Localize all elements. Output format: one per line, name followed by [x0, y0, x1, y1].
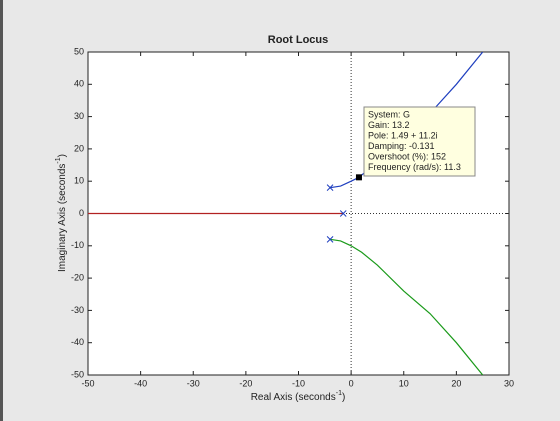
x-tick-label: -20: [239, 378, 252, 388]
chart-title: Root Locus: [268, 34, 329, 46]
datatip-box: [363, 106, 476, 177]
y-label-sup: -1: [55, 157, 62, 163]
x-axis-label: Real Axis (seconds-1): [251, 390, 346, 403]
datatip-text: Gain: 13.2: [368, 120, 410, 130]
y-tick-label: 40: [74, 79, 84, 89]
y-tick-label: -20: [71, 272, 84, 282]
x-tick-label: 30: [504, 378, 514, 388]
y-axis-label: Imaginary Axis (seconds-1): [55, 154, 68, 272]
datatip-text: Pole: 1.49 + 11.2i: [368, 130, 438, 140]
y-tick-label: -10: [71, 240, 84, 250]
window-edge: [0, 0, 3, 421]
x-tick-label: 0: [349, 378, 354, 388]
y-tick-label: 0: [79, 208, 84, 218]
datatip-text: System: G: [368, 109, 410, 119]
pole-marker: [326, 184, 334, 192]
locus-line: [329, 238, 484, 375]
pole-marker: [339, 210, 347, 217]
x-label-end: ): [342, 392, 345, 403]
y-tick-label: 10: [74, 176, 84, 186]
datatip-point: [355, 174, 362, 181]
x-tick-label: -40: [134, 378, 147, 388]
datatip-text: Damping: -0.131: [368, 141, 435, 151]
y-tick-label: -50: [71, 369, 84, 379]
x-tick-label: 10: [399, 378, 409, 388]
pole-marker: [326, 235, 334, 243]
y-tick-label: 20: [74, 143, 84, 153]
y-tick-label: -30: [71, 305, 84, 315]
x-tick-label: 20: [451, 378, 461, 388]
y-tick-label: -40: [71, 337, 84, 347]
datatip-text: Frequency (rad/s): 11.3: [368, 162, 461, 172]
y-label-text: Imaginary Axis (seconds: [57, 164, 68, 272]
y-tick-label: 30: [74, 111, 84, 121]
x-tick-label: -50: [81, 378, 94, 388]
x-label-text: Real Axis (seconds: [251, 392, 336, 403]
x-label-sup: -1: [336, 390, 342, 397]
y-tick-label: 50: [74, 46, 84, 56]
x-tick-label: -10: [292, 378, 305, 388]
datatip-text: Overshoot (%): 152: [368, 151, 446, 161]
y-label-end: ): [57, 154, 68, 157]
x-tick-label: -30: [187, 378, 200, 388]
